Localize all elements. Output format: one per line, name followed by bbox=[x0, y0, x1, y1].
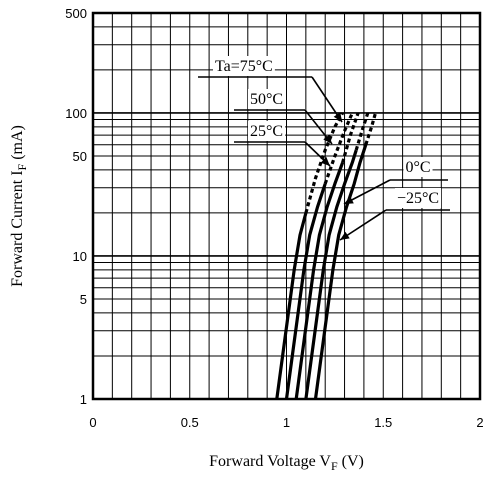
series-dashed-4 bbox=[364, 112, 378, 146]
x-tick-label: 0 bbox=[89, 415, 96, 430]
y-tick-label: 5 bbox=[80, 292, 87, 307]
series-line-0 bbox=[275, 212, 308, 400]
arrow-head bbox=[320, 156, 330, 166]
x-axis-title: Forward Voltage VF (V) bbox=[209, 453, 364, 473]
plot-frame bbox=[91, 11, 482, 401]
y-tick-label: 50 bbox=[73, 149, 87, 164]
leader-line bbox=[339, 209, 387, 241]
y-tick-labels: 1 5 10 50 100 500 bbox=[65, 6, 87, 407]
x-tick-label: 0.5 bbox=[181, 415, 199, 430]
annotation-bg bbox=[394, 188, 442, 208]
arrow-head bbox=[323, 134, 332, 144]
series-label: 25°C bbox=[250, 123, 283, 140]
y-tick-label: 1 bbox=[80, 392, 87, 407]
y-tick-label: 500 bbox=[65, 6, 87, 21]
series-dashed-0 bbox=[304, 112, 344, 214]
series-group bbox=[275, 112, 378, 400]
x-tick-label: 1.5 bbox=[374, 415, 392, 430]
x-tick-label: 1 bbox=[283, 415, 290, 430]
annotation-bg bbox=[403, 157, 433, 177]
arrow-head bbox=[344, 196, 354, 204]
series-dashed-2 bbox=[341, 112, 360, 164]
series-line-3 bbox=[304, 149, 358, 400]
y-tick-label: 10 bbox=[73, 249, 87, 264]
annotation-bg bbox=[248, 89, 286, 109]
annotations: Ta=75°C 50°C 25°C 0°C −25°C bbox=[198, 56, 450, 241]
series-label: −25°C bbox=[397, 190, 439, 207]
arrow-head bbox=[340, 231, 350, 240]
series-label: 0°C bbox=[405, 159, 430, 176]
y-axis-title: Forward Current IF (mA) bbox=[9, 125, 29, 287]
annotation-bg bbox=[213, 56, 275, 76]
annotation-bg bbox=[248, 121, 286, 141]
y-tick-label: 100 bbox=[65, 106, 87, 121]
series-label: 50°C bbox=[250, 91, 283, 108]
series-label: Ta=75°C bbox=[215, 58, 273, 75]
x-tick-label: 2 bbox=[476, 415, 483, 430]
series-dashed-1 bbox=[323, 112, 354, 185]
x-tick-labels: 0 0.5 1 1.5 2 bbox=[89, 415, 483, 430]
series-line-2 bbox=[294, 162, 345, 400]
arrow-head bbox=[333, 112, 342, 122]
series-line-4 bbox=[313, 144, 368, 400]
series-line-1 bbox=[284, 183, 327, 400]
